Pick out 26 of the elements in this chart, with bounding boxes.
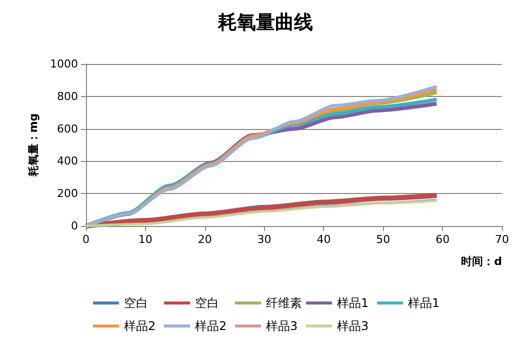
legend-label: 样品2: [124, 319, 156, 333]
x-tick-label: 0: [82, 233, 90, 246]
x-axis-title: 时间：d: [461, 255, 502, 268]
x-tick-label: 60: [436, 233, 450, 246]
y-tick-label: 1000: [50, 58, 78, 70]
x-tick-label: 50: [376, 233, 390, 246]
legend-label: 纤维素: [266, 296, 302, 310]
legend-label: 样品2: [195, 319, 227, 333]
legend-label: 样品3: [266, 319, 298, 333]
y-tick-label: 200: [57, 187, 78, 200]
y-tick-label: 600: [57, 122, 78, 136]
x-tick-label: 10: [138, 233, 152, 246]
x-tick-label: 20: [198, 233, 212, 246]
legend-label: 样品3: [337, 319, 369, 333]
x-tick-label: 70: [495, 233, 509, 246]
chart-title: 耗氧量曲线: [217, 12, 313, 34]
legend-label: 样品1: [337, 296, 369, 310]
y-axis-title: 耗氧量：mg: [27, 113, 40, 178]
y-tick-label: 400: [57, 154, 78, 168]
legend-label: 空白: [124, 296, 148, 310]
legend-label: 样品1: [408, 296, 440, 310]
x-tick-label: 30: [257, 233, 272, 246]
y-tick-label: 0: [71, 220, 78, 232]
x-tick-label: 40: [316, 233, 331, 246]
legend-label: 空白: [195, 296, 219, 310]
y-tick-label: 800: [57, 90, 78, 103]
